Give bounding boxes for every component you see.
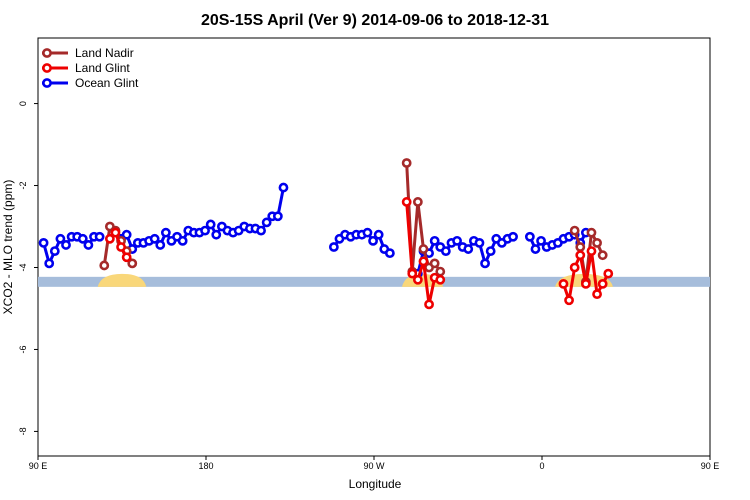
- series-0-point-14: [575, 242, 586, 252]
- legend-label-2: Ocean Glint: [75, 76, 139, 90]
- series-2-point-72: [536, 235, 546, 246]
- series-2-point-26: [200, 225, 210, 236]
- x-tick-label-0: 90 E: [29, 461, 48, 471]
- series-2-point-27: [205, 219, 216, 230]
- series-2-point-12: [121, 229, 132, 240]
- series-2-point-41: [328, 242, 339, 252]
- series-2-point-70: [524, 231, 535, 242]
- series-1-point-13: [569, 262, 580, 273]
- series-2-point-61: [463, 244, 474, 254]
- series-1-point-6: [412, 274, 423, 285]
- series-2-point-10: [94, 231, 105, 242]
- plot-area: [37, 37, 711, 457]
- series-1-point-16: [586, 246, 597, 256]
- series-0-point-9: [418, 244, 429, 254]
- series-2-point-63: [474, 238, 485, 248]
- ocean-band: [38, 276, 710, 287]
- series-0-point-8: [412, 197, 423, 207]
- land-band-0: [97, 273, 147, 287]
- series-1-point-3: [121, 252, 132, 263]
- x-tick-label-1: 180: [198, 461, 213, 471]
- series-1-point-10: [435, 274, 446, 285]
- y-tick-label-2: -4: [18, 263, 28, 271]
- series-2-point-1: [44, 258, 55, 269]
- series-1-point-14: [575, 250, 586, 261]
- series-0-point-13: [569, 225, 580, 236]
- series-1-point-12: [564, 295, 574, 306]
- legend-label-1: Land Glint: [75, 61, 130, 75]
- y-tick-label-1: -2: [18, 182, 28, 190]
- series-2-point-71: [530, 244, 541, 254]
- series-0-point-5: [127, 258, 138, 269]
- series-2-point-36: [256, 225, 266, 236]
- series-0-point-17: [592, 238, 602, 248]
- series-1-point-1: [110, 227, 121, 238]
- legend-marker-0: [42, 48, 52, 58]
- y-axis: 0 -2 -4 -6 -8: [18, 101, 38, 435]
- x-axis-label: Longitude: [349, 477, 402, 491]
- series-2-point-48: [368, 235, 378, 246]
- series-1-point-18: [597, 278, 608, 289]
- series-1-point-5: [407, 268, 418, 279]
- series-1-point-11: [558, 278, 569, 289]
- series-2-point-40: [278, 182, 289, 193]
- series-2-point-18: [155, 240, 166, 250]
- series-1-point-8: [424, 299, 434, 310]
- series-2-point-47: [362, 227, 373, 238]
- series-2-point-8: [83, 240, 94, 250]
- series-2-point-69: [508, 231, 518, 242]
- series-2-point-3: [55, 233, 66, 244]
- series-0-point-16: [586, 227, 597, 238]
- series-layer: [38, 158, 614, 310]
- y-tick-label-0: 0: [18, 101, 28, 106]
- x-tick-label-2: 90 W: [363, 461, 385, 471]
- series-2-point-7: [77, 233, 88, 244]
- series-2-point-19: [160, 227, 171, 238]
- series-2-point-28: [211, 229, 222, 240]
- series-2-point-37: [261, 217, 272, 228]
- series-2-point-51: [384, 248, 395, 259]
- x-tick-label-3: 0: [539, 461, 544, 471]
- series-2-point-57: [440, 246, 451, 256]
- background-bands: [38, 273, 710, 287]
- series-2-point-64: [480, 258, 490, 269]
- chart-title: 20S-15S April (Ver 9) 2014-09-06 to 2018…: [201, 12, 549, 29]
- series-2-point-2: [49, 246, 60, 256]
- series-0-point-11: [429, 258, 440, 269]
- series-1-point-7: [418, 256, 429, 267]
- legend-marker-2: [42, 78, 52, 88]
- series-2-point-22: [177, 235, 188, 246]
- series-1: [104, 197, 614, 310]
- series-0-point-18: [597, 250, 608, 261]
- y-axis-label: XCO2 - MLO trend (ppm): [1, 180, 15, 315]
- legend-label-0: Land Nadir: [75, 46, 134, 60]
- series-2-point-59: [452, 235, 462, 246]
- series-1-point-15: [580, 278, 591, 289]
- series-2: [38, 182, 591, 279]
- series-2-point-0: [38, 238, 49, 248]
- series-2-point-4: [61, 240, 71, 250]
- series-1-point-2: [116, 242, 126, 252]
- series-2-point-17: [149, 233, 160, 244]
- series-1-point-4: [401, 197, 412, 207]
- series-2-point-39: [272, 211, 283, 222]
- series-0-point-6: [401, 158, 412, 168]
- series-0-point-0: [99, 260, 110, 271]
- y-tick-label-3: -6: [18, 345, 28, 353]
- series-1-point-17: [592, 289, 602, 300]
- series-2-point-65: [485, 246, 496, 256]
- series-2-point-49: [373, 229, 384, 240]
- series-1-point-19: [603, 268, 614, 279]
- x-tick-label-4: 90 E: [701, 461, 720, 471]
- y-tick-label-4: -8: [18, 427, 28, 435]
- legend-marker-1: [42, 63, 52, 73]
- series-2-point-55: [429, 235, 440, 246]
- series-1-point-0: [104, 233, 115, 244]
